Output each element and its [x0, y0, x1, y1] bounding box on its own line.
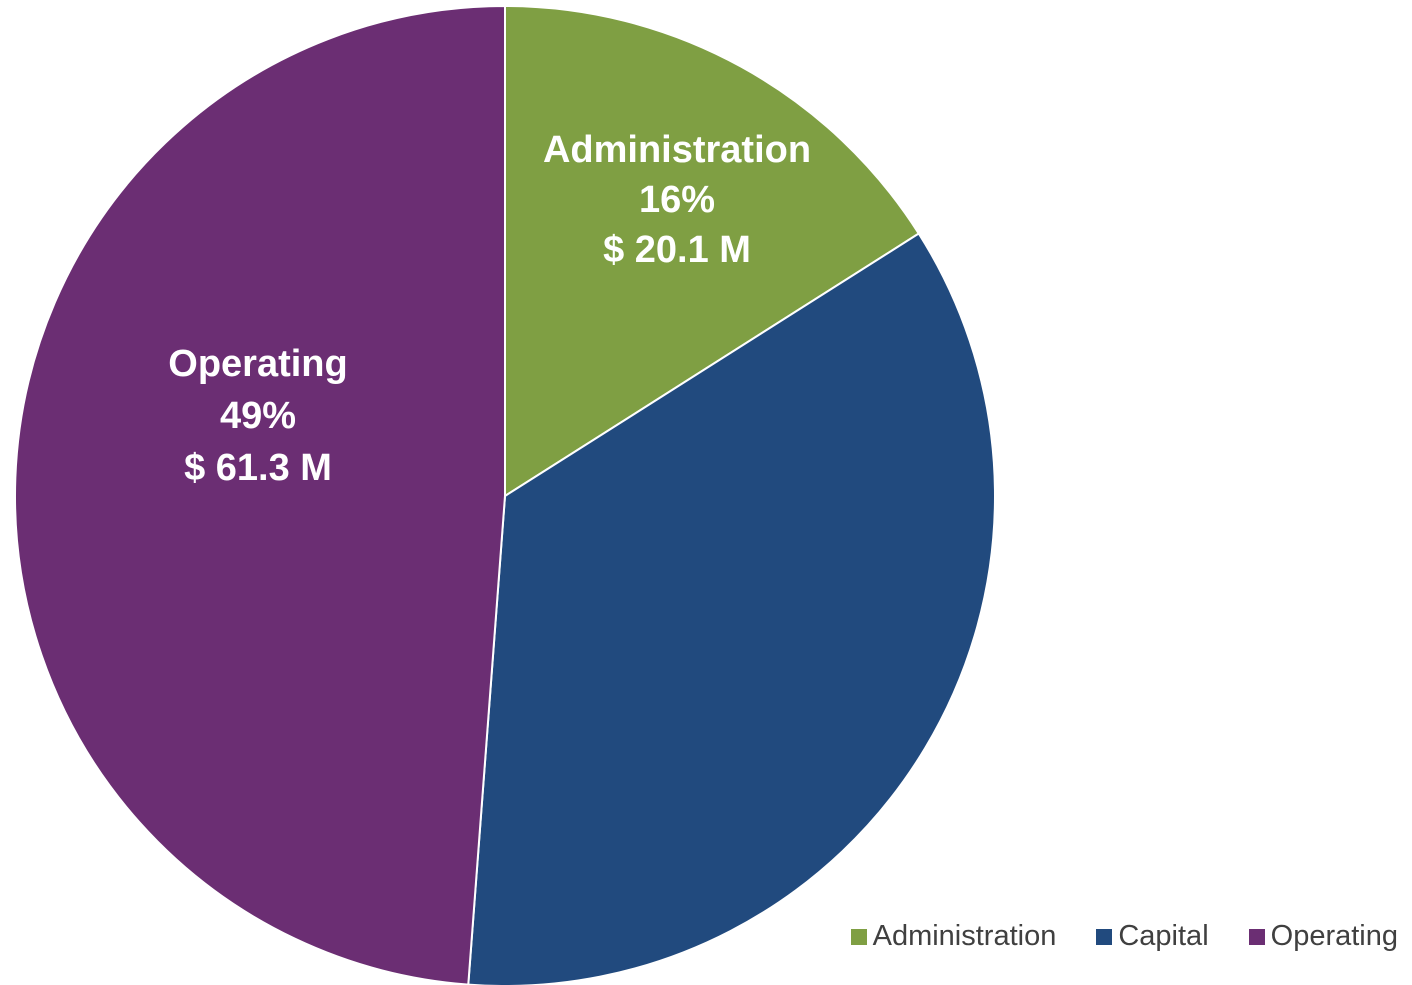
slice-label-administration-name: Administration	[543, 129, 811, 171]
legend-item-operating: Operating	[1248, 920, 1398, 953]
pie-labels: Administration 16% $ 20.1 M Operating 49% $ 6…	[168, 129, 811, 489]
legend-label-operating: Operating	[1270, 920, 1398, 952]
slice-label-operating-name: Operating	[168, 343, 347, 385]
slice-label-administration-value: $ 20.1 M	[603, 229, 751, 271]
legend-swatch-capital	[1096, 928, 1113, 945]
legend-item-capital: Capital	[1096, 920, 1209, 953]
slice-label-operating-value: $ 61.3 M	[184, 447, 332, 489]
slice-label-operating-percent: 49%	[220, 395, 296, 437]
pie-slice-administration	[504, 4, 921, 498]
legend-swatch-administration	[850, 928, 867, 945]
pie-slices	[14, 4, 996, 985]
pie-slice-operating	[14, 4, 506, 985]
pie-slice-capital	[467, 232, 996, 985]
slice-label-administration-percent: 16%	[639, 179, 715, 221]
legend-label-capital: Capital	[1118, 920, 1209, 952]
legend-swatch-operating	[1248, 928, 1265, 945]
legend: Administration Capital Operating	[850, 920, 1398, 953]
legend-item-administration: Administration	[850, 920, 1057, 953]
legend-label-administration: Administration	[872, 920, 1057, 952]
